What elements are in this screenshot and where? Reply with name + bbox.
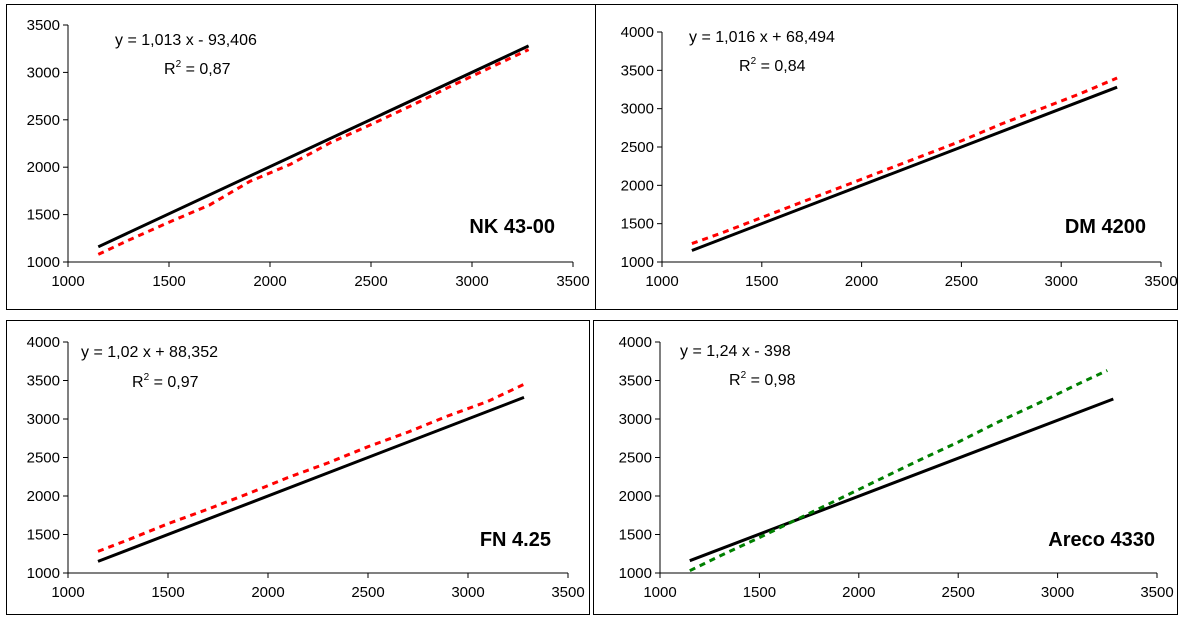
r-squared-value: = 0,98	[746, 372, 795, 389]
y-tick-label: 1500	[27, 207, 60, 224]
chart-title: Areco 4330	[1048, 529, 1155, 551]
y-tick-label: 3500	[27, 373, 60, 390]
regression-equation: y = 1,016 x + 68,494	[689, 29, 835, 46]
r-squared-label: R2 = 0,97	[132, 372, 199, 391]
regression-equation: y = 1,02 x + 88,352	[81, 344, 218, 361]
x-tick-label: 2500	[351, 584, 384, 601]
x-tick-label: 1500	[745, 273, 778, 290]
y-tick-label: 2000	[27, 159, 60, 176]
r-squared-prefix: R	[132, 374, 144, 391]
chart-svg: 1000 1500 2000 2500 3000 3500 1000 1500 2000 2500…	[27, 17, 590, 290]
x-tick-label: 2000	[845, 273, 878, 290]
chart-panel-nk-43-00: 1000 1500 2000 2500 3000 3500 1000 1500 2000 2500…	[6, 4, 596, 310]
y-tick-label: 4000	[621, 24, 654, 41]
y-tick-label: 1000	[27, 565, 60, 582]
r-squared-superscript: 2	[176, 59, 182, 70]
chart-title: DM 4200	[1065, 216, 1146, 238]
series-line-measured	[691, 76, 1118, 246]
x-tick-label: 3000	[1041, 584, 1074, 601]
x-tick-label: 1500	[743, 584, 776, 601]
x-tick-label: 3000	[1045, 273, 1078, 290]
chart-svg: 1000 1500 2000 2500 3000 3500 4000 1000 1500 2000…	[621, 24, 1178, 290]
y-tick-label: 2000	[619, 488, 652, 505]
y-tick-label: 2500	[621, 139, 654, 156]
y-tick-label: 4000	[27, 334, 60, 351]
chart-svg: 1000 1500 2000 2500 3000 3500 4000 1000 1500 2000…	[619, 334, 1174, 601]
y-tick-label: 4000	[619, 334, 652, 351]
series-line-reference	[689, 397, 1114, 563]
x-tick-label: 2500	[945, 273, 978, 290]
r-squared-label: R2 = 0,87	[164, 59, 231, 78]
x-tick-label: 3000	[451, 584, 484, 601]
r-squared-prefix: R	[164, 61, 176, 78]
series-line-measured	[689, 369, 1108, 573]
y-tick-label: 2500	[619, 450, 652, 467]
r-squared-superscript: 2	[144, 372, 150, 383]
r-squared-superscript: 2	[741, 370, 747, 381]
y-tick-label: 3000	[27, 64, 60, 81]
y-tick-label: 3500	[619, 373, 652, 390]
y-tick-label: 2500	[27, 112, 60, 129]
x-tick-label: 1500	[152, 273, 185, 290]
x-tick-label: 2000	[253, 273, 286, 290]
y-tick-label: 1000	[619, 565, 652, 582]
y-tick-label: 1500	[621, 216, 654, 233]
chart-title: FN 4.25	[480, 529, 551, 551]
x-tick-label: 3500	[1144, 273, 1177, 290]
x-tick-label: 1000	[51, 273, 84, 290]
r-squared-prefix: R	[729, 372, 741, 389]
r-squared-superscript: 2	[751, 56, 757, 67]
y-tick-label: 2500	[27, 450, 60, 467]
r-squared-prefix: R	[739, 58, 751, 75]
series-line-measured	[97, 48, 530, 256]
r-squared-value: = 0,97	[149, 374, 198, 391]
y-tick-label: 1000	[27, 254, 60, 271]
series-line-reference	[97, 44, 530, 249]
regression-equation: y = 1,013 x - 93,406	[115, 32, 257, 49]
y-tick-label: 1500	[619, 527, 652, 544]
chart-panel-fn-4-25: 1000 1500 2000 2500 3000 3500 4000 1000 1500 2000…	[6, 320, 590, 615]
x-tick-label: 3500	[556, 273, 589, 290]
r-squared-value: = 0,84	[756, 58, 805, 75]
x-tick-label: 2500	[942, 584, 975, 601]
y-tick-label: 3500	[27, 17, 60, 34]
x-tick-label: 2000	[842, 584, 875, 601]
r-squared-value: = 0,87	[181, 61, 230, 78]
chart-panel-areco-4330: 1000 1500 2000 2500 3000 3500 4000 1000 1500 2000…	[593, 320, 1178, 615]
y-tick-label: 3500	[621, 62, 654, 79]
y-tick-label: 2000	[27, 488, 60, 505]
chart-svg: 1000 1500 2000 2500 3000 3500 4000 1000 1500 2000…	[27, 334, 585, 601]
y-tick-label: 1500	[27, 527, 60, 544]
x-tick-label: 2000	[251, 584, 284, 601]
y-tick-label: 3000	[27, 411, 60, 428]
r-squared-label: R2 = 0,84	[739, 56, 806, 75]
y-tick-label: 3000	[619, 411, 652, 428]
x-tick-label: 3000	[455, 273, 488, 290]
series-line-reference	[97, 396, 525, 563]
chart-title: NK 43-00	[469, 216, 555, 238]
r-squared-label: R2 = 0,98	[729, 370, 796, 389]
regression-equation: y = 1,24 x - 398	[680, 343, 791, 360]
y-tick-label: 3000	[621, 101, 654, 118]
y-tick-label: 1000	[621, 254, 654, 271]
x-tick-label: 1500	[151, 584, 184, 601]
series-line-reference	[691, 85, 1118, 252]
y-tick-label: 2000	[621, 177, 654, 194]
x-tick-label: 2500	[354, 273, 387, 290]
x-tick-label: 1000	[645, 273, 678, 290]
x-tick-label: 3500	[1140, 584, 1173, 601]
x-tick-label: 1000	[643, 584, 676, 601]
series-line-measured	[97, 382, 525, 553]
chart-panel-dm-4200: 1000 1500 2000 2500 3000 3500 4000 1000 1500 2000…	[595, 4, 1178, 310]
x-tick-label: 3500	[551, 584, 584, 601]
x-tick-label: 1000	[51, 584, 84, 601]
